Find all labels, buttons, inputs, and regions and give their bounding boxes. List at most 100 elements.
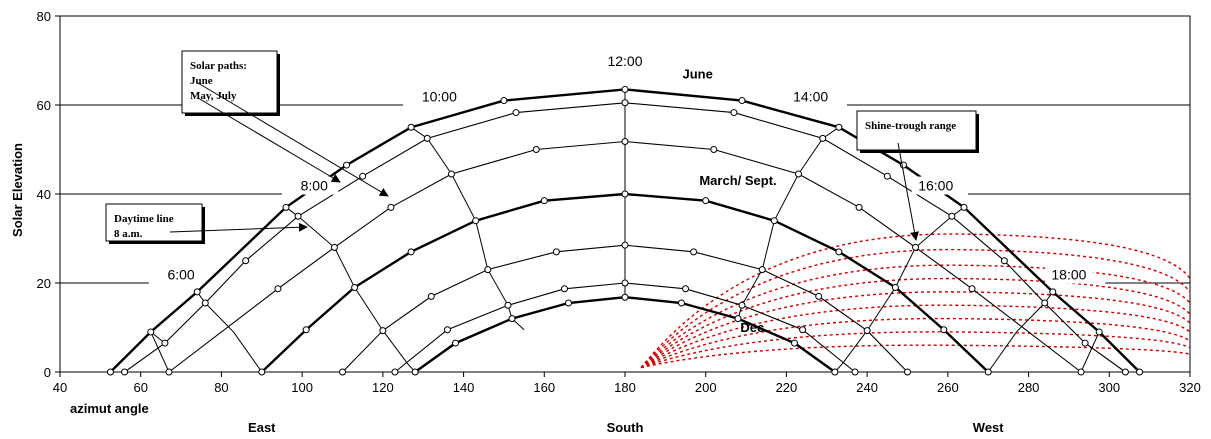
- solar-path-point: [1081, 339, 1089, 347]
- solar-path-point: [147, 328, 155, 336]
- y-axis-label: Solar Elevation: [10, 143, 25, 237]
- shine-arc: [640, 304, 1191, 369]
- solar-path-point: [738, 97, 746, 105]
- shine-arc: [640, 264, 1191, 369]
- solar-path-point: [452, 339, 459, 347]
- solar-path-point: [302, 326, 310, 334]
- solar-path-point: [621, 241, 629, 249]
- solar-path-point: [819, 134, 827, 142]
- hour-label: 12:00: [607, 53, 642, 69]
- solar-path-point: [621, 99, 629, 107]
- hour-label: 18:00: [1051, 267, 1086, 283]
- solar-path-point: [343, 161, 351, 169]
- solar-path-point: [863, 327, 871, 335]
- annotation-box: [856, 110, 977, 151]
- solar-path-point: [472, 217, 480, 225]
- solar-path-point: [500, 97, 508, 105]
- daytime-lines: [110, 89, 1140, 373]
- solar-path-point: [831, 368, 839, 376]
- hour-label: 14:00: [793, 89, 828, 105]
- solar-path-point: [621, 137, 629, 145]
- hour-label-bg: [911, 176, 960, 195]
- labels: Solar Elevation azimut angle 6:00 8:00 10:…: [10, 51, 1093, 416]
- solar-path-point: [447, 170, 455, 178]
- y-tick-label: 60: [37, 98, 51, 113]
- solar-path-point: [1136, 368, 1144, 376]
- solar-path-point: [560, 285, 568, 293]
- solar-path-point: [1049, 288, 1057, 296]
- annotation-arrow: [897, 142, 919, 241]
- annotation-text: Shine-trough range: [865, 120, 956, 132]
- x-tick-label: 220: [776, 380, 798, 395]
- solar-path-line: [414, 295, 836, 373]
- hour-label-bg: [786, 87, 835, 106]
- annotation-box: [181, 50, 278, 114]
- solar-path-point: [758, 266, 766, 274]
- solar-path-point: [770, 217, 778, 225]
- curve-label: Dec.: [740, 320, 767, 335]
- annotation-box: [105, 203, 203, 242]
- solar-path-point: [242, 257, 250, 265]
- solar-path-point: [791, 339, 798, 347]
- solar-path-point: [407, 248, 415, 256]
- solar-path-point: [734, 315, 742, 323]
- solar-path-point: [1077, 368, 1085, 376]
- solar-path-point: [815, 292, 823, 300]
- solar-path-point: [258, 368, 266, 376]
- x-tick-label: 160: [533, 380, 555, 395]
- x-axis-label: azimut angle: [70, 401, 149, 416]
- solar-path-point: [960, 203, 968, 211]
- solar-path-point: [968, 285, 976, 293]
- annotation-text: Solar paths:: [190, 60, 247, 72]
- solar-path-point: [165, 368, 173, 376]
- solar-path-point: [904, 368, 911, 376]
- solar-path-point: [443, 326, 451, 334]
- daytime-line: [150, 331, 170, 373]
- x-tick-label: 280: [1018, 380, 1040, 395]
- shine-arc: [640, 317, 1191, 369]
- solar-path-point: [161, 339, 169, 347]
- hour-label: 16:00: [918, 178, 953, 194]
- solar-path-point: [710, 146, 718, 153]
- solar-path-point: [193, 288, 201, 296]
- solar-path-point: [621, 293, 629, 301]
- solar-path-point: [1095, 328, 1103, 336]
- x-tick-label: 40: [53, 380, 67, 395]
- shine-arc: [640, 233, 1191, 368]
- solar-path-point: [851, 368, 859, 376]
- solar-path-point: [565, 299, 572, 307]
- solar-path-point: [274, 285, 282, 293]
- y-tick-label: 80: [37, 9, 51, 24]
- hour-label-bg: [157, 265, 206, 284]
- x-tick-label: 80: [214, 380, 228, 395]
- x-tick-label: 140: [453, 380, 475, 395]
- x-tick-label: 200: [695, 380, 717, 395]
- solar-path-point: [621, 279, 629, 287]
- solar-path-point: [121, 368, 129, 376]
- daytime-line: [196, 291, 263, 373]
- x-tick-label: 240: [856, 380, 878, 395]
- daytime-line: [737, 126, 840, 319]
- x-tick-label: 100: [291, 380, 313, 395]
- solar-path-point: [411, 368, 419, 376]
- axis-ticks: 40 60 80 100 120 140 160 180 200 220 240 260 280 300 3…: [37, 9, 1201, 435]
- hour-label-bg: [290, 176, 339, 195]
- solar-path-point: [730, 109, 738, 117]
- solar-path-point: [940, 326, 948, 334]
- solar-path-point: [912, 243, 920, 251]
- hour-label: 6:00: [167, 267, 194, 283]
- y-tick-label: 40: [37, 187, 51, 202]
- solar-path-point: [391, 368, 399, 376]
- solar-path-point: [690, 248, 698, 256]
- solar-path-point: [106, 368, 114, 376]
- daytime-line: [987, 291, 1054, 373]
- shine-arc: [640, 248, 1191, 369]
- solar-path-point: [330, 243, 338, 251]
- direction-label: East: [248, 420, 276, 435]
- solar-path-point: [799, 326, 807, 334]
- solar-path-point: [484, 266, 492, 274]
- hour-label-bg: [601, 51, 649, 70]
- solar-path-point: [883, 172, 891, 180]
- solar-path-point: [948, 212, 956, 220]
- solar-path-point: [891, 283, 899, 291]
